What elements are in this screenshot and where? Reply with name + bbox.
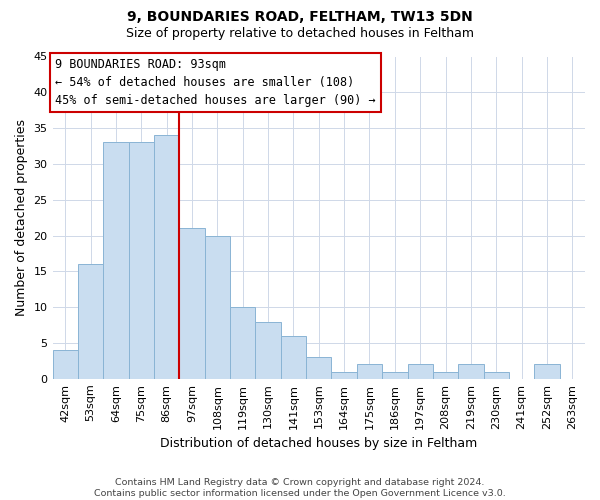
Bar (407, 364, 433, 379)
Bar (256, 322, 281, 379)
Y-axis label: Number of detached properties: Number of detached properties (15, 119, 28, 316)
Text: Size of property relative to detached houses in Feltham: Size of property relative to detached ho… (126, 28, 474, 40)
Bar (128, 142, 154, 379)
Bar (382, 372, 407, 379)
Bar (103, 142, 128, 379)
Bar (179, 228, 205, 379)
Text: Contains HM Land Registry data © Crown copyright and database right 2024.
Contai: Contains HM Land Registry data © Crown c… (94, 478, 506, 498)
Bar (230, 307, 256, 379)
Bar (484, 372, 509, 379)
Bar (281, 336, 306, 379)
Bar (357, 364, 382, 379)
Text: 9, BOUNDARIES ROAD, FELTHAM, TW13 5DN: 9, BOUNDARIES ROAD, FELTHAM, TW13 5DN (127, 10, 473, 24)
Bar (78, 264, 103, 379)
Bar (433, 372, 458, 379)
Bar (154, 136, 179, 379)
X-axis label: Distribution of detached houses by size in Feltham: Distribution of detached houses by size … (160, 437, 478, 450)
Bar (458, 364, 484, 379)
Bar (205, 236, 230, 379)
Bar (306, 358, 331, 379)
Bar (534, 364, 560, 379)
Bar (53, 350, 78, 379)
Text: 9 BOUNDARIES ROAD: 93sqm
← 54% of detached houses are smaller (108)
45% of semi-: 9 BOUNDARIES ROAD: 93sqm ← 54% of detach… (55, 58, 376, 107)
Bar (331, 372, 357, 379)
